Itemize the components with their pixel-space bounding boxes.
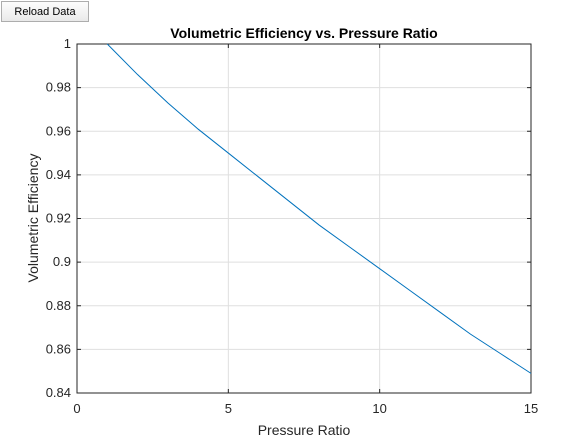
x-axis-label: Pressure Ratio bbox=[258, 422, 351, 438]
y-tick-label: 0.98 bbox=[46, 80, 71, 95]
chart-title: Volumetric Efficiency vs. Pressure Ratio bbox=[170, 25, 437, 41]
y-tick-label: 0.92 bbox=[46, 211, 71, 226]
y-tick-label: 1 bbox=[64, 36, 71, 51]
x-tick-label: 10 bbox=[372, 401, 386, 416]
y-tick-label: 0.94 bbox=[46, 167, 71, 182]
y-tick-label: 0.9 bbox=[53, 254, 71, 269]
x-tick-label: 5 bbox=[225, 401, 232, 416]
x-tick-label: 15 bbox=[524, 401, 538, 416]
axis-ticks: 0 5 10 15 0.84 0.86 0.88 0.9 0.92 0.94 0.96 0.98 1 bbox=[46, 36, 539, 416]
series-line bbox=[106, 43, 532, 374]
y-tick-label: 0.96 bbox=[46, 123, 71, 138]
y-axis-label: Volumetric Efficiency bbox=[25, 154, 41, 283]
y-tick-label: 0.88 bbox=[46, 298, 71, 313]
y-tick-label: 0.86 bbox=[46, 341, 71, 356]
reload-data-button[interactable]: Reload Data bbox=[1, 1, 89, 22]
chart-grid bbox=[77, 44, 531, 393]
data-layer bbox=[106, 43, 532, 374]
x-tick-label: 0 bbox=[73, 401, 80, 416]
y-tick-label: 0.84 bbox=[46, 385, 71, 400]
